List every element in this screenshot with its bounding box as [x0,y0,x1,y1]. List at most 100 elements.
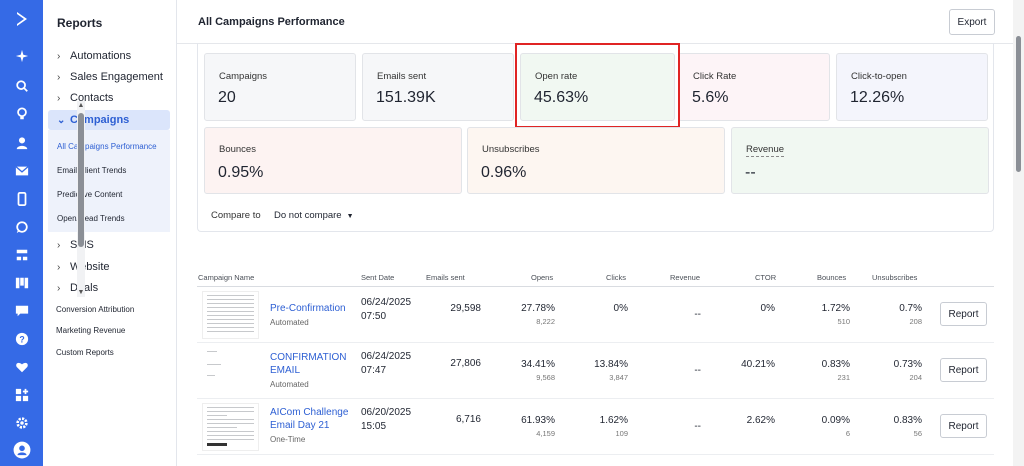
unsubscribes-count: 208 [909,317,922,326]
page-scrollbar[interactable] [1013,0,1024,466]
lightbulb-icon[interactable] [0,103,43,125]
metric-label: Unsubscribes [482,144,540,155]
col-header-revenue[interactable]: Revenue [670,273,701,282]
metric-value: 45.63% [534,89,589,106]
opens-rate: 61.93% [521,415,555,426]
avatar-icon[interactable] [0,439,43,461]
metric-card-click-to-open[interactable]: Click-to-open 12.26% [836,53,988,121]
col-header-unsubscribes[interactable]: Unsubscribes [872,273,918,282]
svg-text:?: ? [19,335,24,345]
email-icon[interactable] [0,160,43,182]
opens-count: 8,222 [536,317,555,326]
col-header-ctor[interactable]: CTOR [755,273,777,282]
sidebar-item-automations[interactable]: › Automations [57,50,132,62]
metric-label: Click Rate [693,71,737,82]
conversations-icon[interactable] [0,300,43,322]
compare-dropdown[interactable]: Do not compare ▼ [274,210,354,221]
campaign-thumbnail[interactable] [202,403,259,451]
sidebar-sub-all-campaigns-performance[interactable]: All Campaigns Performance [57,142,157,151]
chevron-right-icon: › [57,71,61,83]
sidebar-sub-predictive-content[interactable]: Predictive Content [57,190,123,199]
scroll-down-icon[interactable]: ▼ [77,289,85,296]
export-button[interactable]: Export [949,9,995,35]
sidebar-item-campaigns[interactable]: ⌄ Campaigns [57,114,130,126]
sidebar-scrollbar[interactable]: ▲ ▼ [77,101,85,297]
col-header-emails-sent[interactable]: Emails sent [426,273,465,282]
compare-label: Compare to [211,210,261,221]
campaign-name-link[interactable]: Pre-Confirmation [270,303,346,314]
metric-label: Emails sent [377,71,427,82]
sidebar-item-marketing-revenue[interactable]: Marketing Revenue [56,326,126,335]
bounces-count: 6 [845,429,850,438]
col-header-opens[interactable]: Opens [531,273,554,282]
whatsapp-icon[interactable] [0,216,43,238]
metric-card-campaigns[interactable]: Campaigns 20 [204,53,356,121]
metric-value: 151.39K [376,89,436,106]
mobile-icon[interactable] [0,188,43,210]
revenue-value: -- [694,309,701,320]
campaign-thumbnail[interactable] [202,291,259,339]
sidebar-item-conversion-attribution[interactable]: Conversion Attribution [56,305,135,314]
logo-icon[interactable] [0,8,43,30]
scroll-up-icon[interactable]: ▲ [77,102,85,109]
emails-sent: 27,806 [450,358,481,369]
settings-icon[interactable] [0,412,43,434]
metric-card-open-rate[interactable]: Open rate 45.63% [520,53,675,121]
opens-rate: 27.78% [521,303,555,314]
campaign-name-link[interactable]: AICom Challenge Email Day 21 [270,407,349,431]
chevron-right-icon: › [57,92,61,104]
metrics-panel [197,43,994,232]
emails-sent: 6,716 [455,414,481,425]
clicks-rate: 0% [613,303,628,314]
row-divider [197,342,994,343]
automations-icon[interactable] [0,244,43,266]
reports-sidebar: Reports › Automations › Sales Engagement ›… [43,0,177,466]
col-header-sent-date[interactable]: Sent Date [361,273,395,282]
contacts-icon[interactable] [0,132,43,154]
pipeline-icon[interactable] [0,272,43,294]
unsubscribes-count: 204 [909,373,922,382]
metric-card-bounces[interactable]: Bounces 0.95% [204,127,462,194]
unsubscribes-rate: 0.83% [893,415,922,426]
metric-card-emails-sent[interactable]: Emails sent 151.39K [362,53,514,121]
campaign-type: One-Time [270,435,306,444]
metric-card-revenue[interactable]: Revenue -- [731,127,989,194]
page-scroll-thumb[interactable] [1016,36,1021,172]
sidebar-title: Reports [57,16,103,30]
ctor-value: 0% [760,303,775,314]
ctor-value: 2.62% [746,415,775,426]
unsubscribes-count: 56 [913,429,922,438]
report-button[interactable]: Report [940,358,987,382]
sidebar-item-sales-engagement[interactable]: › Sales Engagement [57,71,163,83]
bounces-rate: 0.83% [821,359,850,370]
heart-icon[interactable] [0,356,43,378]
sidebar-sub-open-read-trends[interactable]: Open/Read Trends [57,214,125,223]
report-button[interactable]: Report [940,414,987,438]
col-header-clicks[interactable]: Clicks [606,273,626,282]
sidebar-sub-email-client-trends[interactable]: Email Client Trends [57,166,127,175]
help-icon[interactable]: ? [0,328,43,350]
metric-card-unsubscribes[interactable]: Unsubscribes 0.96% [467,127,725,194]
sidebar-item-sms[interactable]: ›SMS [57,239,94,251]
metric-value: 12.26% [850,89,905,106]
apps-icon[interactable] [0,384,43,406]
sidebar-scroll-thumb[interactable] [78,113,84,247]
col-header-campaign-name[interactable]: Campaign Name [198,273,255,282]
metric-value: 20 [218,89,236,106]
search-icon[interactable] [0,75,43,97]
sent-date: 06/24/2025 07:47 [361,351,412,376]
sparkle-icon[interactable] [0,45,43,67]
metric-card-click-rate[interactable]: Click Rate 5.6% [678,53,830,121]
sidebar-item-custom-reports[interactable]: Custom Reports [56,348,114,357]
bounces-rate: 0.09% [821,415,850,426]
col-header-bounces[interactable]: Bounces [817,273,847,282]
sent-date: 06/20/2025 15:05 [361,407,412,432]
emails-sent: 29,598 [450,303,481,314]
campaign-name-link[interactable]: CONFIRMATION EMAIL [270,352,347,376]
page-title: All Campaigns Performance [198,16,345,28]
report-button[interactable]: Report [940,302,987,326]
sidebar-item-contacts[interactable]: › Contacts [57,92,114,104]
submenu-bg [48,130,170,232]
campaign-thumbnail[interactable] [202,347,259,395]
unsubscribes-rate: 0.73% [893,359,922,370]
